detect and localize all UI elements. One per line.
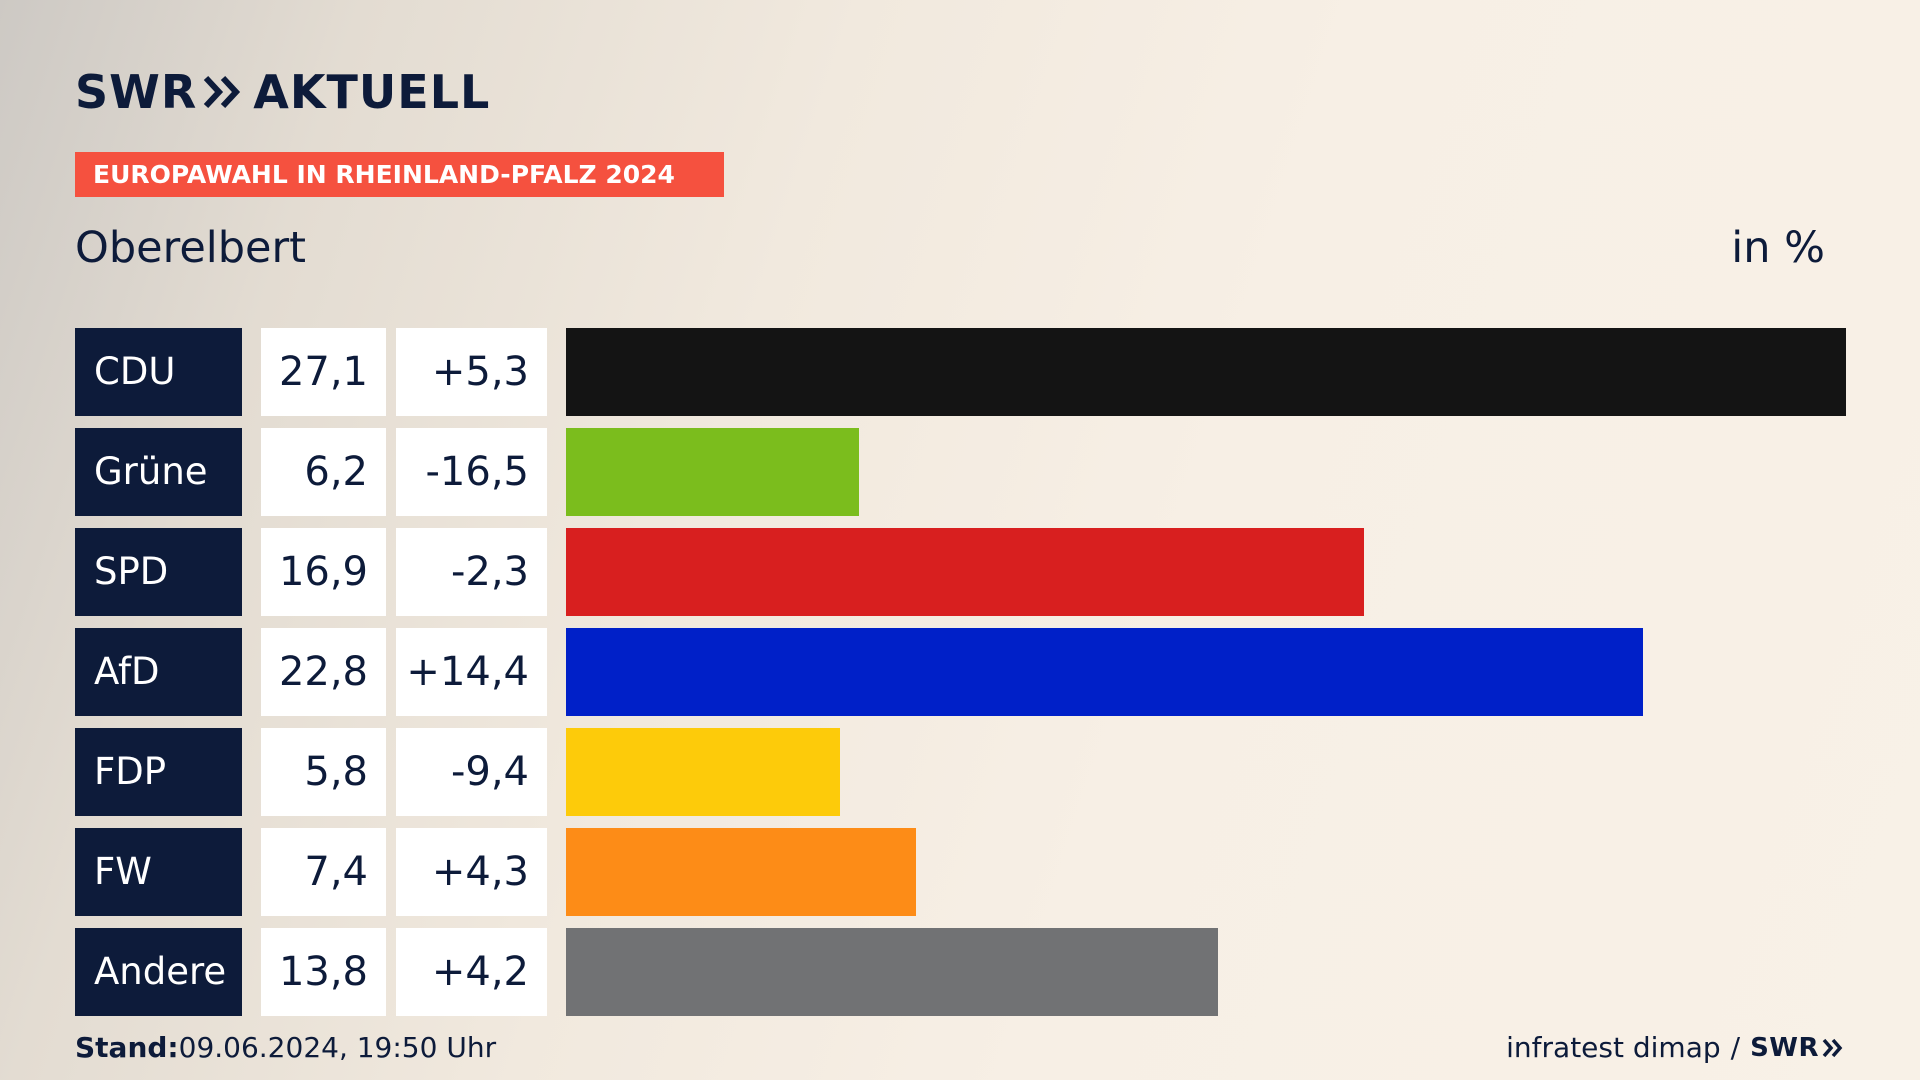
party-label: Grüne	[75, 428, 242, 516]
party-label: Andere	[75, 928, 242, 1016]
source-separator: /	[1730, 1031, 1741, 1064]
municipality-title: Oberelbert	[75, 223, 307, 273]
change-label: +4,3	[396, 828, 547, 916]
vote-share-label: 7,4	[261, 828, 386, 916]
logo-aktuell-text: AKTUELL	[253, 65, 491, 119]
result-row: Andere 13,8 +4,2	[75, 928, 1846, 1016]
bar-track	[566, 328, 1846, 416]
bar-grüne	[566, 428, 859, 516]
bar-track	[566, 528, 1846, 616]
results-chart: CDU 27,1 +5,3 Grüne 6,2 -16,5 SPD 16,9 -2,3 AfD 22…	[75, 328, 1846, 1028]
vote-share-label: 16,9	[261, 528, 386, 616]
change-label: +4,2	[396, 928, 547, 1016]
party-label: FW	[75, 828, 242, 916]
change-label: +14,4	[396, 628, 547, 716]
result-row: FDP 5,8 -9,4	[75, 728, 1846, 816]
source-credit: infratest dimap / SWR	[1506, 1030, 1844, 1066]
vote-share-label: 6,2	[261, 428, 386, 516]
timestamp: Stand:09.06.2024, 19:50 Uhr	[75, 1030, 496, 1066]
result-row: CDU 27,1 +5,3	[75, 328, 1846, 416]
bar-track	[566, 428, 1846, 516]
bar-fw	[566, 828, 916, 916]
bar-spd	[566, 528, 1364, 616]
election-banner: EUROPAWAHL IN RHEINLAND-PFALZ 2024	[75, 152, 724, 197]
unit-label: in %	[1731, 223, 1825, 273]
vote-share-label: 22,8	[261, 628, 386, 716]
change-label: +5,3	[396, 328, 547, 416]
logo-swr-text: SWR	[75, 65, 198, 119]
double-chevron-right-icon	[1822, 1038, 1843, 1058]
bar-fdp	[566, 728, 840, 816]
result-row: SPD 16,9 -2,3	[75, 528, 1846, 616]
bar-track	[566, 728, 1846, 816]
change-label: -9,4	[396, 728, 547, 816]
vote-share-label: 27,1	[261, 328, 386, 416]
timestamp-value: 09.06.2024, 19:50 Uhr	[178, 1031, 497, 1064]
bar-afd	[566, 628, 1643, 716]
result-row: Grüne 6,2 -16,5	[75, 428, 1846, 516]
double-chevron-right-icon	[204, 75, 241, 109]
party-label: AfD	[75, 628, 242, 716]
vote-share-label: 5,8	[261, 728, 386, 816]
party-label: FDP	[75, 728, 242, 816]
bar-cdu	[566, 328, 1846, 416]
swr-aktuell-logo: SWR AKTUELL	[75, 66, 490, 118]
party-label: CDU	[75, 328, 242, 416]
bar-track	[566, 828, 1846, 916]
source-swr-logo: SWR	[1750, 1033, 1819, 1063]
source-text: infratest dimap	[1506, 1031, 1721, 1064]
bar-track	[566, 628, 1846, 716]
timestamp-label: Stand:	[75, 1031, 179, 1064]
bar-andere	[566, 928, 1218, 1016]
bar-track	[566, 928, 1846, 1016]
change-label: -16,5	[396, 428, 547, 516]
party-label: SPD	[75, 528, 242, 616]
change-label: -2,3	[396, 528, 547, 616]
result-row: AfD 22,8 +14,4	[75, 628, 1846, 716]
result-row: FW 7,4 +4,3	[75, 828, 1846, 916]
vote-share-label: 13,8	[261, 928, 386, 1016]
